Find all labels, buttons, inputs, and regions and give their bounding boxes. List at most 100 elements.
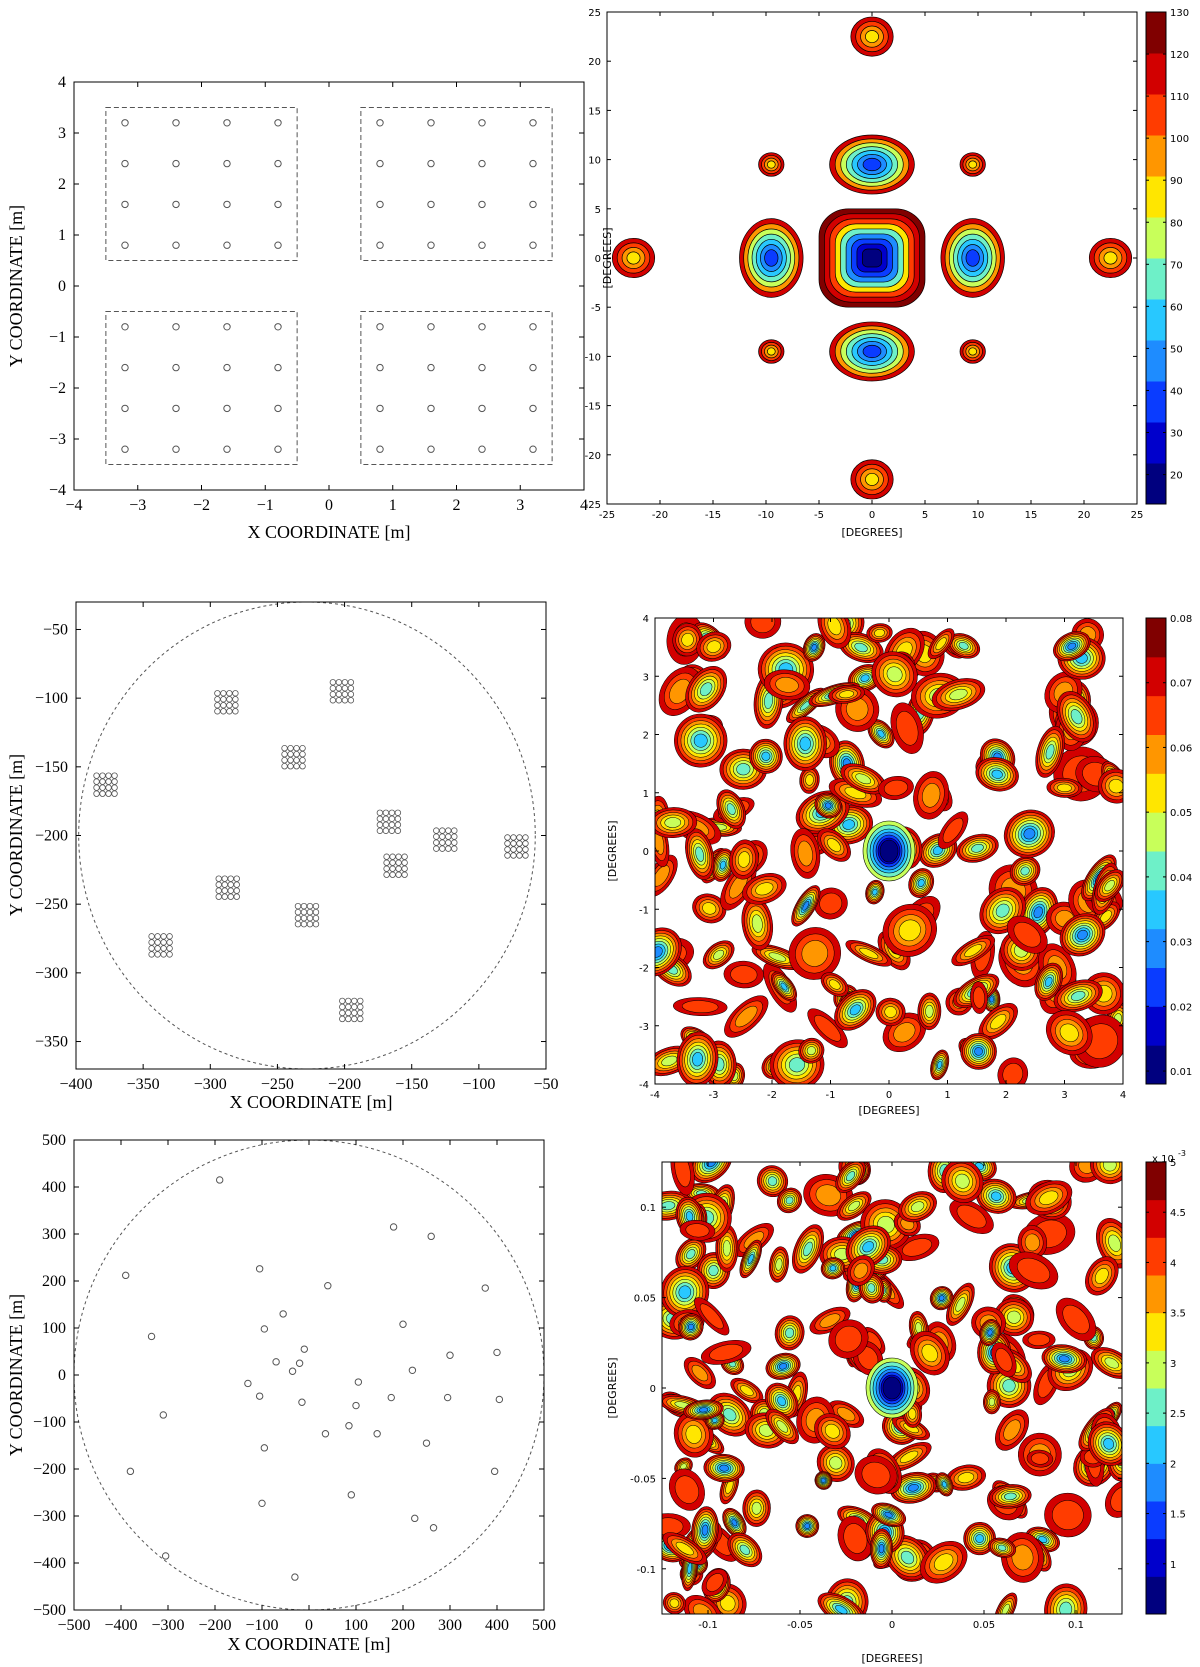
antenna-element [427, 323, 435, 331]
sidelobe-blob [700, 1339, 752, 1365]
sidelobe-blob [909, 1331, 950, 1376]
antenna-element [351, 1015, 358, 1023]
y-axis-label: [DEGREES] [606, 1357, 619, 1418]
y-tick-label: 0 [595, 254, 601, 265]
antenna-element [233, 893, 240, 900]
antenna-element [99, 784, 106, 791]
station-marker [300, 1345, 308, 1353]
sidelobe-contour [829, 1456, 843, 1470]
y-tick-label: −100 [35, 690, 68, 707]
antenna-element [357, 1003, 364, 1011]
sidelobe-contour [855, 773, 872, 785]
sidelobe-blob [1003, 809, 1055, 858]
x-tick-label: 0 [305, 1617, 313, 1634]
x-tick-label: 0 [325, 497, 333, 514]
antenna-element [148, 951, 155, 958]
colorbar-segment [1146, 618, 1166, 658]
antenna-element [341, 685, 349, 692]
antenna-element [172, 363, 180, 372]
antenna-element [293, 763, 300, 770]
antenna-element [172, 323, 180, 331]
sidelobe-contour [824, 802, 832, 809]
antenna-element [160, 939, 167, 946]
sidelobe-blob [845, 940, 893, 967]
y-axis-label: Y COORDINATE [m] [6, 754, 26, 916]
antenna-element [394, 821, 402, 828]
antenna-element [226, 690, 233, 697]
colorbar: 11.522.533.544.55 [1145, 1158, 1186, 1615]
antenna-element [215, 881, 222, 888]
antenna-element [376, 119, 384, 127]
sidelobe-blob [828, 684, 865, 704]
antenna-element [376, 323, 384, 331]
station-marker [354, 1378, 363, 1386]
colorbar-segment [1146, 695, 1166, 735]
antenna-element [382, 821, 390, 828]
sidelobe-blob [1085, 1256, 1119, 1296]
sidelobe-blob [913, 771, 950, 820]
sidelobe-contour [908, 1484, 919, 1492]
colorbar-segment [1146, 1275, 1166, 1314]
sidelobe-blob [1046, 777, 1083, 798]
sidelobe-blob [970, 981, 988, 1014]
station-boundary-circle [74, 1140, 544, 1610]
colorbar-tick-label: 4.5 [1170, 1208, 1186, 1219]
antenna-element [300, 914, 308, 922]
sidelobe-contour [712, 1417, 718, 1424]
sidelobe-contour [854, 642, 868, 653]
sidelobe-contour [1070, 709, 1083, 725]
sidelobe-contour [848, 1200, 861, 1212]
beam-lobe-contour [865, 472, 879, 486]
antenna-element [376, 159, 384, 168]
antenna-element [223, 200, 231, 209]
x-axis-label: [DEGREES] [861, 1652, 922, 1665]
sidelobe-contour [730, 965, 758, 984]
beam-lobe-contour [626, 251, 641, 265]
antenna-element [529, 200, 537, 209]
sidelobe-blob [672, 623, 703, 657]
antenna-element [281, 763, 288, 770]
colorbar-segment [1146, 1162, 1166, 1201]
sidelobe-blob [1057, 636, 1106, 680]
sidelobe-blob [727, 1532, 763, 1568]
antenna-element [529, 323, 537, 331]
antenna-element [233, 881, 240, 888]
sidelobe-blob [945, 1464, 986, 1491]
antenna-element [433, 827, 440, 834]
tick-group: −500 −400 −300 −200 −100 0 100 200 300 400 500 −500… [33, 1132, 556, 1634]
x-axis-label: [DEGREES] [841, 526, 902, 539]
antenna-element [148, 933, 155, 940]
y-tick-label: -20 [585, 451, 601, 462]
antenna-element [274, 200, 282, 209]
antenna-element [221, 881, 228, 888]
colorbar-tick-label: 0.05 [1170, 808, 1192, 819]
sidelobe-contour [788, 1057, 805, 1073]
colorbar-segment [1146, 135, 1166, 177]
sidelobe-contour [1108, 1234, 1121, 1252]
antenna-element [105, 772, 112, 779]
sidelobe-contour [740, 1385, 754, 1396]
antenna-element [478, 404, 486, 413]
colorbar-tick-label: 100 [1170, 134, 1189, 145]
y-tick-label: 100 [42, 1320, 66, 1337]
colorbar-segment [1146, 851, 1166, 891]
antenna-element [510, 852, 517, 859]
sidelobe-contour [921, 1344, 938, 1363]
sidelobe-blob [723, 960, 765, 989]
y-tick-label: −200 [33, 1461, 66, 1478]
antenna-element [376, 404, 384, 413]
station-marker [260, 1325, 269, 1333]
sidelobe-blob [655, 807, 698, 839]
y-tick-label: 5 [595, 205, 601, 216]
sidelobe-blob [982, 1389, 1001, 1415]
sidelobe-contour [780, 982, 788, 991]
plot-area [662, 1162, 1122, 1614]
station-tile [294, 902, 320, 928]
antenna-element [335, 685, 343, 692]
colorbar-segment [1146, 1538, 1166, 1577]
station-marker [272, 1358, 280, 1366]
antenna-element [347, 691, 355, 698]
plot-area [611, 16, 1133, 500]
y-tick-label: 0.05 [634, 1294, 656, 1305]
antenna-element [121, 119, 129, 127]
